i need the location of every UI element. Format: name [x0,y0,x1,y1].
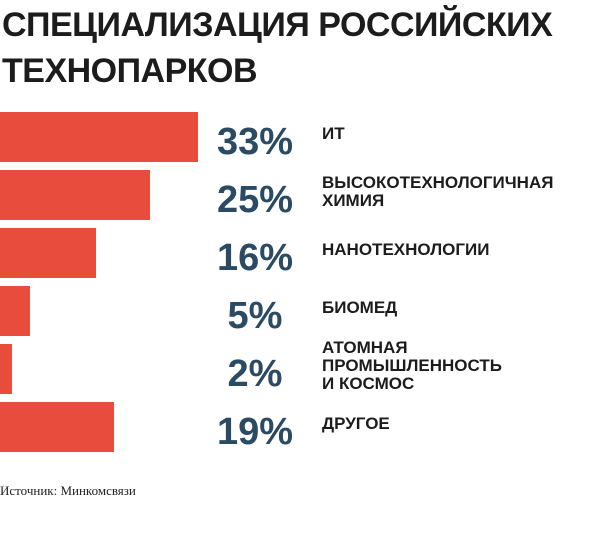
category-label-line: И КОСМОС [322,374,414,393]
category-label-5: АТОМНАЯ ПРОМЫШЛЕННОСТЬ И КОСМОС [322,338,502,393]
bar-1 [0,112,198,162]
source-note: Источник: Минкомсвязи [0,483,136,498]
category-label-line: ИТ [322,124,345,143]
value-label-5: 2% [228,353,283,395]
chart-title: СПЕЦИАЛИЗАЦИЯ РОССИЙСКИХ ТЕХНОПАРКОВ [2,6,553,90]
category-label-4: БИОМЕД [322,298,397,317]
value-label-4: 5% [228,295,283,337]
category-label-line: ДРУГОЕ [322,414,390,433]
category-label-3: НАНОТЕХНОЛОГИИ [322,240,489,259]
value-label-3: 16% [217,237,293,279]
category-label-line: БИОМЕД [322,298,397,317]
bar-3 [0,228,96,278]
category-label-line: ХИМИЯ [322,191,384,210]
category-label-line: ПРОМЫШЛЕННОСТЬ [322,356,502,375]
category-label-line: АТОМНАЯ [322,338,408,357]
category-label-1: ИТ [322,124,345,143]
category-label-line: ВЫСОКОТЕХНОЛОГИЧНАЯ [322,173,553,192]
value-label-2: 25% [217,179,293,221]
bar-5 [0,344,12,394]
category-label-6: ДРУГОЕ [322,414,390,433]
value-label-6: 19% [217,411,293,453]
category-label-line: НАНОТЕХНОЛОГИИ [322,240,489,259]
value-label-1: 33% [217,121,293,163]
bar-4 [0,286,30,336]
bar-2 [0,170,150,220]
bar-6 [0,402,114,452]
category-label-2: ВЫСОКОТЕХНОЛОГИЧНАЯ ХИМИЯ [322,173,553,210]
